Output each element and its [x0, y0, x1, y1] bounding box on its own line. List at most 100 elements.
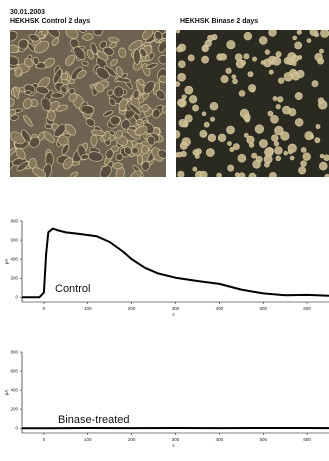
cell: [99, 165, 112, 177]
x-tick-label: 300: [172, 306, 180, 311]
current-traces-figure: 0 200 400 600 800 0 100 200 300 400 500 600 pA s Contr…: [4, 219, 329, 448]
rounded-cell: [272, 96, 278, 101]
rounded-cell: [188, 95, 198, 104]
rounded-cell: [278, 77, 285, 84]
cell: [10, 30, 18, 42]
y-tick-label: 400: [10, 388, 18, 393]
cell: [73, 46, 86, 61]
x-axis-label: s: [172, 312, 175, 317]
rounded-cell: [274, 125, 284, 136]
cell: [16, 161, 29, 172]
binase-micrograph: [176, 30, 329, 177]
cell: [10, 97, 15, 107]
rounded-cell: [184, 85, 194, 95]
rounded-cell: [269, 172, 277, 177]
cell: [44, 123, 53, 130]
cell: [152, 108, 161, 119]
control-micrograph: [10, 30, 166, 177]
x-tick-label: 600: [303, 306, 311, 311]
rounded-cell: [252, 56, 258, 62]
rounded-cell: [205, 148, 215, 157]
rounded-cell: [291, 54, 299, 63]
rounded-cell: [192, 104, 199, 112]
rounded-cell: [237, 153, 247, 163]
rounded-cell: [267, 110, 274, 117]
cell: [139, 48, 147, 58]
cell: [109, 97, 116, 107]
rounded-cell: [264, 49, 270, 55]
rounded-cell: [318, 161, 328, 171]
cell: [29, 136, 41, 148]
y-tick-label: 0: [15, 295, 18, 300]
x-tick-label: 0: [43, 306, 46, 311]
rounded-cell: [180, 150, 187, 158]
rounded-cell: [176, 46, 183, 53]
cell: [65, 54, 75, 66]
rounded-cell: [314, 137, 321, 144]
rounded-cell: [177, 60, 186, 69]
cell: [22, 114, 33, 127]
cell: [128, 103, 141, 115]
cell: [103, 110, 114, 117]
rounded-cell: [248, 84, 257, 93]
rounded-cell: [227, 141, 232, 146]
cell: [115, 77, 131, 83]
rounded-cell: [251, 152, 258, 159]
cell: [113, 162, 123, 170]
control-micrograph-image: [10, 30, 166, 177]
cell: [142, 30, 154, 41]
rounded-cell: [243, 53, 250, 60]
cell: [131, 146, 139, 155]
x-tick-label: 200: [128, 437, 136, 442]
cell: [65, 30, 79, 39]
rounded-cell: [311, 80, 319, 88]
cell: [24, 90, 32, 95]
rounded-cell: [176, 130, 181, 139]
cell: [132, 89, 140, 99]
rounded-cell: [314, 32, 320, 38]
rounded-cell: [294, 92, 303, 101]
cell: [158, 40, 166, 53]
cell: [51, 37, 60, 46]
rounded-cell: [319, 153, 325, 159]
cell: [47, 30, 60, 38]
rounded-cell: [315, 124, 321, 129]
cell: [130, 170, 142, 177]
cell: [32, 56, 40, 66]
rounded-cell: [259, 139, 268, 148]
rounded-cell: [264, 147, 274, 157]
cell: [60, 72, 69, 81]
rounded-cell: [292, 35, 298, 41]
cell: [14, 67, 22, 77]
rounded-cell: [304, 131, 314, 141]
x-tick-label: 100: [84, 437, 92, 442]
cell: [10, 147, 17, 159]
x-axis-label: s: [172, 443, 175, 448]
x-tick-label: 500: [259, 437, 267, 442]
date-label: 30.01.2003: [10, 9, 46, 16]
rounded-cell: [264, 161, 270, 168]
rounded-cell: [274, 146, 283, 155]
rounded-cell: [246, 135, 255, 144]
cell: [35, 85, 50, 95]
cell: [10, 44, 20, 53]
cell: [10, 131, 25, 145]
rounded-cell: [199, 130, 208, 138]
rounded-cell: [199, 170, 208, 177]
rounded-cell: [300, 147, 307, 153]
y-tick-label: 200: [10, 407, 18, 412]
cell: [143, 80, 155, 95]
cell: [23, 57, 34, 68]
y-tick-label: 800: [10, 350, 18, 355]
rounded-cell: [259, 36, 268, 45]
cell: [86, 49, 94, 60]
cell: [147, 135, 156, 146]
rounded-cell: [294, 118, 304, 127]
cell: [128, 40, 143, 51]
cell: [108, 37, 120, 43]
x-tick-label: 600: [303, 437, 311, 442]
rounded-cell: [207, 133, 217, 143]
rounded-cell: [229, 147, 235, 152]
cell: [118, 47, 127, 58]
cell: [124, 146, 132, 156]
